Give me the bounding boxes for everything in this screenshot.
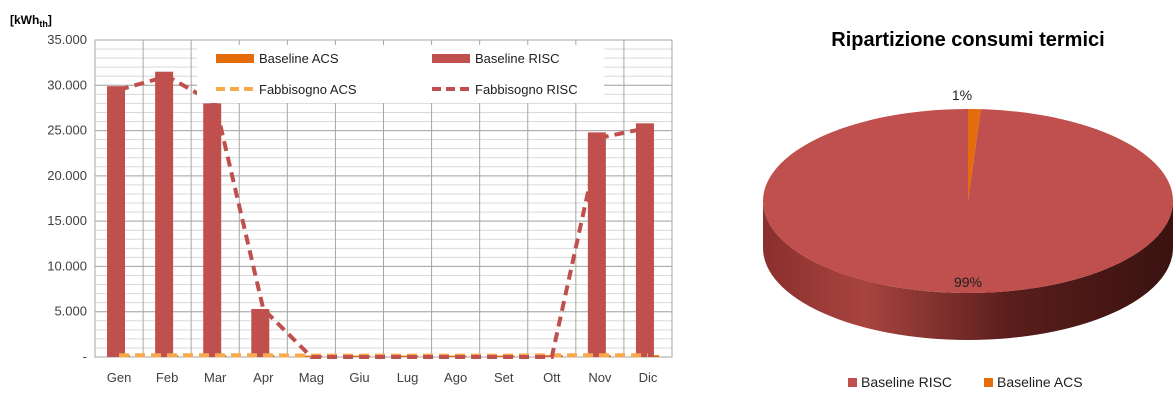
x-tick-label: Feb [156,370,178,385]
bar-marks [107,71,659,358]
legend-item-fabbisogno-acs: Fabbisogno ACS [216,82,357,97]
y-axis-unit-label: [kWhth] [10,13,52,29]
bar-baseline-risc [203,103,222,358]
legend-item-baseline-acs: Baseline ACS [216,51,339,66]
bar-chart-legend: Baseline ACS Baseline RISC Fabbisogno AC… [197,45,604,103]
x-tick-label: Gen [107,370,132,385]
bar-baseline-risc [107,86,126,357]
pie-legend-label-baseline-risc: Baseline RISC [861,374,952,390]
pie-legend-swatch-baseline-risc [848,378,857,387]
pie-chart-title: Ripartizione consumi termici [831,29,1104,51]
legend-label-baseline-acs: Baseline ACS [259,51,339,66]
x-tick-label: Lug [397,370,419,385]
legend-item-fabbisogno-risc: Fabbisogno RISC [432,82,578,97]
pie-chart: Ripartizione consumi termici 1% 99% Basel… [762,29,1173,390]
x-tick-label: Mag [299,370,324,385]
bar-baseline-risc [155,71,174,357]
bar-baseline-risc [251,308,270,357]
legend-swatch-baseline-acs [216,54,254,63]
legend-item-baseline-risc: Baseline RISC [432,51,560,66]
x-tick-label: Mar [204,370,227,385]
legend-label-fabbisogno-acs: Fabbisogno ACS [259,82,357,97]
x-tick-label: Dic [639,370,658,385]
pie-slice-baseline-acs [968,109,981,201]
line-marks [118,74,649,359]
line-fabbisogno-risc [118,74,649,359]
legend-background [197,45,604,103]
y-tick-label: 10.000 [47,258,87,273]
y-tick-label: 35.000 [47,32,87,47]
y-tick-labels: - 5.000 10.000 15.000 20.000 25.000 30.000 35.0… [47,32,87,364]
pie-legend: Baseline RISC Baseline ACS [848,374,1083,390]
x-tick-label: Apr [253,370,274,385]
pie-side-wall [763,201,1173,340]
y-tick-label: 20.000 [47,168,87,183]
x-tick-label: Ott [543,370,561,385]
monthly-bar-chart: - 5.000 10.000 15.000 20.000 25.000 30.000 35.0… [10,13,673,385]
y-tick-label: 30.000 [47,77,87,92]
x-tick-label: Set [494,370,514,385]
x-tick-label: Nov [588,370,612,385]
bar-baseline-risc [587,132,606,357]
legend-label-fabbisogno-risc: Fabbisogno RISC [475,82,578,97]
x-tick-label: Ago [444,370,467,385]
pie-label-baseline-risc: 99% [954,274,982,290]
pie-legend-swatch-baseline-acs [984,378,993,387]
y-tick-label: 25.000 [47,123,87,138]
x-tick-labels: Gen Feb Mar Apr Mag Giu Lug Ago Set Ott Nov Dic [107,370,658,385]
legend-swatch-baseline-risc [432,54,470,63]
bar-baseline-risc [635,123,654,357]
legend-label-baseline-risc: Baseline RISC [475,51,560,66]
pie-body: 1% 99% [762,87,1173,340]
pie-slice-baseline-risc [762,109,1173,293]
x-tick-label: Giu [349,370,369,385]
y-tick-label: 15.000 [47,213,87,228]
vertical-gridlines [94,40,673,357]
y-tick-label: - [83,349,87,364]
y-tick-label: 5.000 [54,304,87,319]
pie-legend-label-baseline-acs: Baseline ACS [997,374,1083,390]
pie-label-baseline-acs: 1% [952,87,972,103]
